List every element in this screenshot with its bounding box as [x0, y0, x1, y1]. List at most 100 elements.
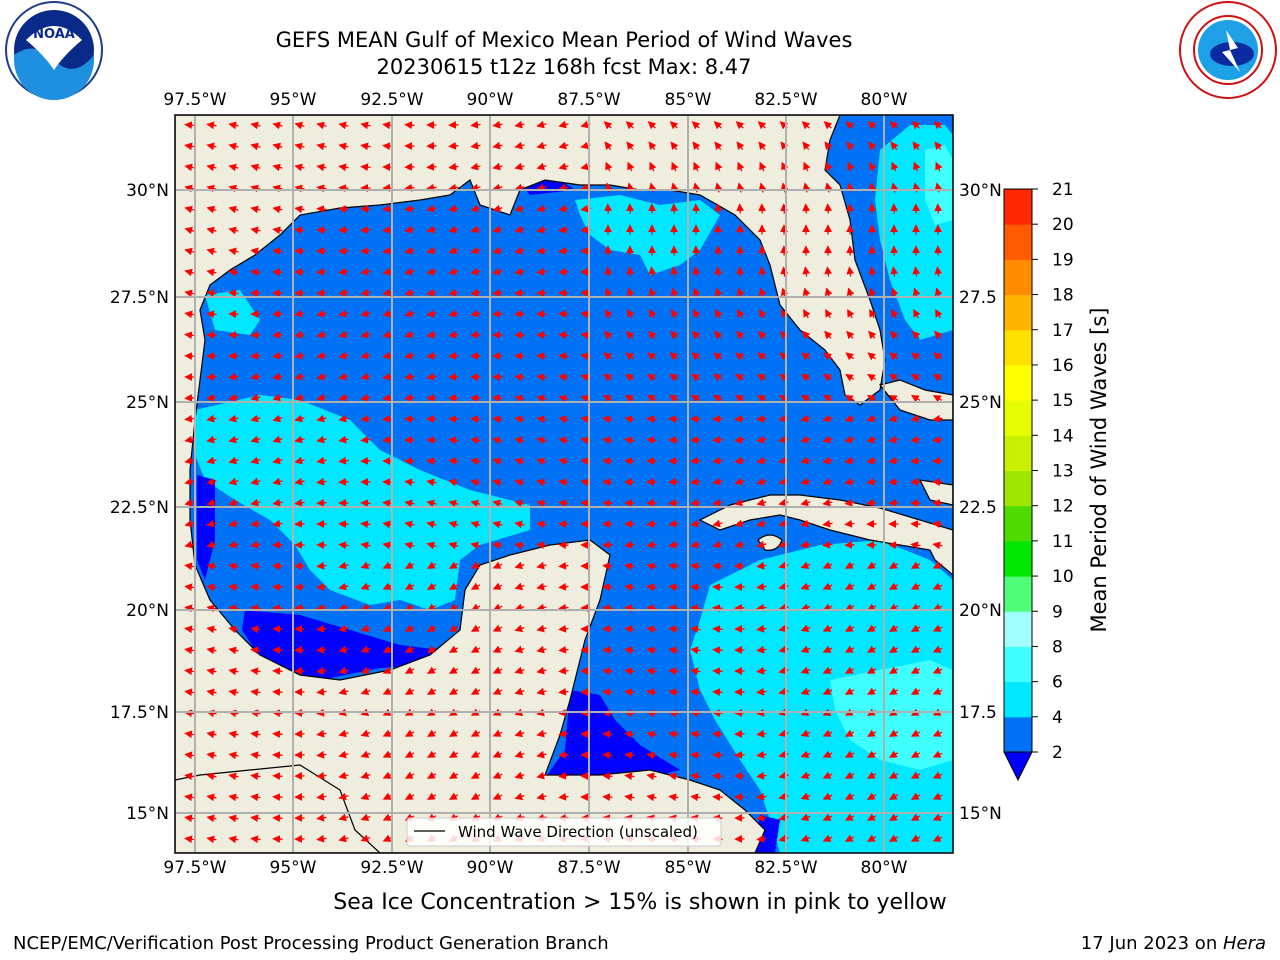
- wind-arrow: [250, 142, 261, 151]
- wind-arrow: [734, 435, 745, 444]
- wind-arrow: [756, 687, 767, 696]
- wind-arrow: [890, 266, 899, 277]
- wind-arrow: [228, 163, 239, 172]
- wind-arrow: [316, 435, 327, 444]
- wind-arrow: [184, 835, 195, 844]
- wind-arrow: [272, 667, 283, 676]
- wind-arrow: [604, 141, 613, 150]
- wind-arrow: [184, 688, 195, 697]
- wind-arrow: [360, 771, 371, 779]
- wind-arrow: [360, 351, 371, 360]
- wind-arrow: [272, 247, 283, 256]
- wind-arrow: [338, 541, 349, 550]
- wind-arrow: [800, 498, 811, 507]
- wind-arrow: [404, 457, 415, 466]
- wind-arrow: [844, 395, 855, 403]
- wind-arrow: [604, 287, 613, 298]
- wind-arrow: [647, 352, 656, 361]
- wind-arrow: [690, 395, 701, 403]
- wind-arrow: [890, 330, 899, 340]
- wind-arrow: [888, 624, 899, 632]
- wind-arrow: [712, 646, 723, 655]
- wind-arrow: [690, 456, 701, 465]
- wind-arrow: [382, 687, 393, 695]
- wind-arrow: [558, 687, 569, 696]
- wind-arrow: [847, 161, 855, 172]
- wind-arrow: [272, 393, 283, 402]
- wind-arrow: [712, 625, 723, 634]
- colorbar-segment: [1004, 224, 1032, 260]
- wind-arrow: [470, 499, 481, 508]
- wind-arrow: [866, 687, 877, 695]
- wind-arrow: [822, 498, 833, 507]
- wind-arrow: [338, 834, 349, 843]
- wind-arrow: [933, 121, 943, 130]
- wind-arrow: [669, 121, 679, 130]
- wind-arrow: [360, 267, 371, 276]
- wind-arrow: [646, 793, 657, 802]
- wind-arrow: [558, 624, 569, 633]
- wind-arrow: [822, 624, 833, 632]
- wind-arrow: [800, 666, 811, 674]
- wind-arrow: [404, 225, 415, 234]
- wind-arrow: [756, 561, 767, 570]
- wind-arrow: [668, 540, 679, 549]
- wind-arrow: [470, 541, 481, 550]
- wind-arrow: [866, 477, 877, 486]
- wind-arrow: [536, 162, 547, 171]
- wind-arrow: [206, 435, 217, 444]
- wind-arrow: [382, 246, 393, 255]
- wind-arrow: [866, 624, 877, 632]
- wind-arrow: [404, 309, 415, 318]
- wind-arrow: [360, 163, 371, 172]
- wind-arrow: [800, 519, 811, 528]
- wind-arrow: [492, 582, 503, 590]
- wind-arrow: [712, 772, 723, 781]
- wind-arrow: [888, 541, 899, 550]
- wind-arrow: [514, 141, 525, 150]
- wind-arrow: [338, 750, 349, 759]
- wind-arrow: [735, 374, 745, 382]
- wind-arrow: [404, 330, 415, 339]
- wind-arrow: [184, 393, 195, 402]
- wind-arrow: [514, 603, 525, 612]
- wind-arrow: [492, 771, 503, 779]
- wind-arrow: [822, 813, 833, 821]
- wind-arrow: [448, 729, 459, 737]
- wind-arrow: [624, 415, 635, 424]
- chart-subtitle: 20230615 t12z 168h fcst Max: 8.47: [376, 55, 752, 79]
- wind-arrow: [800, 477, 811, 486]
- wind-arrow: [933, 352, 942, 361]
- lon-label: 87.5°W: [557, 90, 620, 110]
- wind-arrow: [250, 456, 261, 465]
- wind-arrow: [382, 813, 393, 821]
- wind-arrow: [756, 603, 767, 612]
- wind-arrow: [824, 203, 833, 214]
- lat-label: 15°N: [126, 804, 169, 824]
- wind-arrow: [932, 771, 943, 779]
- wind-arrow: [646, 625, 657, 634]
- lon-labels-bottom: 97.5°W 95°W 92.5°W 90°W 87.5°W 85°W 82.5…: [163, 858, 907, 878]
- wind-arrow: [360, 561, 371, 569]
- wind-arrow: [932, 750, 943, 758]
- wind-arrow: [316, 582, 327, 591]
- wind-arrow: [646, 730, 657, 739]
- wind-arrow: [800, 561, 811, 569]
- wind-arrow: [272, 330, 283, 339]
- wind-arrow: [626, 203, 635, 214]
- wind-arrow: [250, 646, 261, 655]
- wind-arrow: [822, 666, 833, 674]
- lon-label: 92.5°W: [360, 90, 423, 110]
- wind-arrow: [404, 666, 415, 674]
- wind-arrow: [690, 583, 701, 592]
- lat-label: 30°N: [126, 181, 169, 201]
- wind-arrow: [294, 351, 305, 360]
- colorbar-tick-label: 11: [1052, 532, 1074, 552]
- wind-arrow: [316, 666, 327, 675]
- wind-arrow: [228, 247, 239, 256]
- wind-arrow: [228, 688, 239, 697]
- colorbar-extend-triangle: [1003, 751, 1033, 782]
- wind-arrow: [426, 309, 437, 318]
- wind-arrow: [670, 330, 679, 340]
- wind-arrow: [206, 540, 217, 549]
